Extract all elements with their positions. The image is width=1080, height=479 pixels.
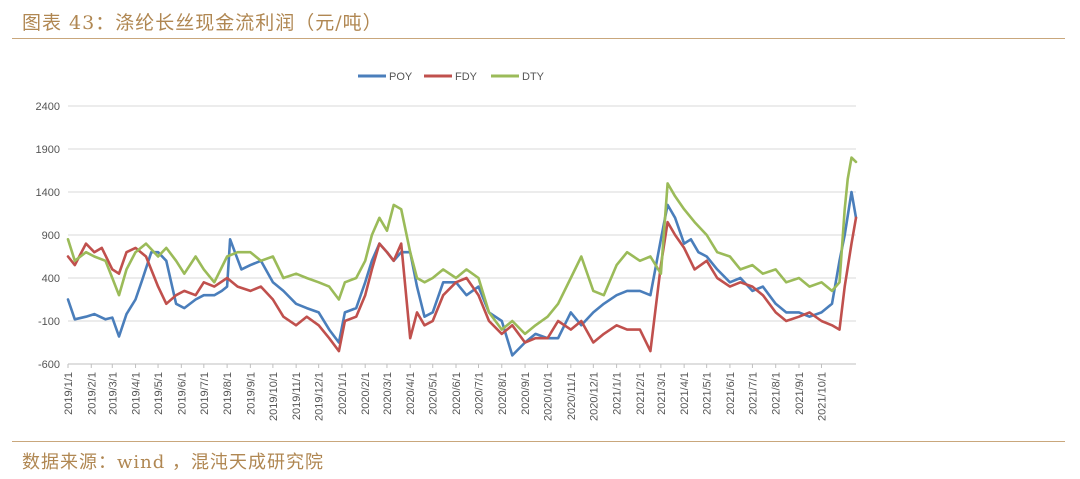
y-axis: -600 -100 400 900 1400 1900 2400 (36, 101, 60, 371)
x-tick-label: 2019/2/1 (86, 372, 98, 415)
x-tick-label: 2019/6/1 (176, 372, 188, 415)
chart-series (66, 156, 858, 357)
header-divider (12, 38, 1065, 39)
x-tick-label: 2019/4/1 (131, 372, 143, 415)
x-tick-label: 2020/7/1 (474, 372, 486, 415)
source-note: 数据来源：wind ，混沌天成研究院 (22, 452, 324, 473)
chart-gridlines (68, 105, 856, 365)
x-tick-label: 2019/3/1 (107, 372, 119, 415)
x-tick-label: 2021/1/1 (612, 372, 624, 415)
y-tick-label: -100 (38, 316, 60, 328)
y-tick-label: -600 (38, 359, 60, 371)
x-tick-label: 2020/2/1 (360, 372, 372, 415)
x-tick-label: 2019/9/1 (245, 372, 257, 415)
legend-label-poy: POY (389, 71, 413, 83)
legend-label-dty: DTY (522, 71, 545, 83)
x-tick-label: 2021/10/1 (816, 372, 828, 421)
x-tick-label: 2020/5/1 (428, 372, 440, 415)
x-tick-label: 2019/10/1 (268, 372, 280, 421)
x-tick-label: 2019/11/1 (291, 372, 303, 420)
x-tick-label: 2021/9/1 (794, 372, 806, 415)
x-axis: 2019/1/1 2019/2/1 2019/3/1 2019/4/1 2019/5/1… (63, 363, 856, 421)
x-tick-label: 2020/12/1 (588, 372, 600, 421)
x-tick-label: 2020/10/1 (543, 372, 555, 421)
footer-divider (12, 441, 1065, 442)
x-tick-label: 2021/7/1 (747, 372, 759, 415)
y-tick-label: 2400 (36, 101, 60, 113)
y-tick-label: 1400 (36, 187, 60, 199)
x-tick-label: 2020/11/1 (566, 372, 578, 420)
x-tick-label: 2019/8/1 (222, 372, 234, 415)
x-tick-label: 2019/1/1 (63, 372, 75, 415)
x-tick-label: 2020/3/1 (382, 372, 394, 415)
y-tick-label: 1900 (36, 144, 60, 156)
x-tick-label: 2021/8/1 (771, 372, 783, 415)
x-tick-label: 2020/4/1 (405, 372, 417, 415)
series-line-fdy (66, 216, 858, 353)
x-tick-label: 2021/5/1 (702, 372, 714, 415)
series-line-dty (66, 156, 858, 336)
x-tick-label: 2021/2/1 (635, 372, 647, 415)
x-tick-label: 2020/8/1 (497, 372, 509, 415)
chart-legend: POY FDY DTY (358, 71, 545, 83)
x-tick-label: 2021/6/1 (725, 372, 737, 415)
series-line-poy (66, 190, 858, 357)
x-tick-label: 2019/12/1 (314, 372, 326, 421)
x-tick-label: 2019/5/1 (153, 372, 165, 415)
x-tick-label: 2021/3/1 (656, 372, 668, 415)
figure-title: 图表 43：涤纶长丝现金流利润（元/吨） (22, 12, 383, 34)
x-tick-label: 2020/9/1 (520, 372, 532, 415)
x-tick-label: 2019/7/1 (199, 372, 211, 415)
x-tick-label: 2021/4/1 (679, 372, 691, 415)
legend-label-fdy: FDY (455, 71, 478, 83)
y-tick-label: 400 (42, 273, 60, 285)
x-tick-label: 2020/6/1 (451, 372, 463, 415)
y-tick-label: 900 (42, 230, 60, 242)
x-tick-label: 2020/1/1 (337, 372, 349, 415)
